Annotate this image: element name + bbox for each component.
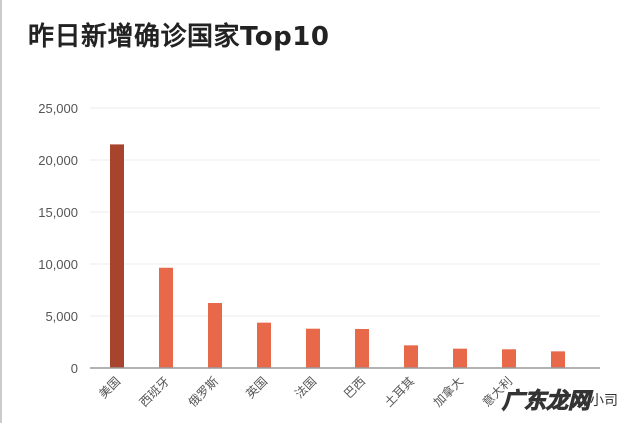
bar-3	[257, 322, 271, 368]
left-edge	[0, 0, 2, 423]
bar-5	[355, 329, 369, 368]
x-tick-label: 法国	[292, 374, 319, 401]
x-tick-label: 西班牙	[137, 374, 172, 409]
y-tick-label: 10,000	[38, 257, 78, 272]
y-tick-label: 25,000	[38, 101, 78, 116]
x-tick-label: 加拿大	[430, 374, 466, 410]
watermark-sub: 小司	[590, 393, 618, 409]
watermark-logo: 广东龙网	[501, 389, 591, 415]
y-tick-label: 5,000	[45, 309, 78, 324]
bar-6	[404, 345, 418, 368]
x-tick-label: 英国	[243, 374, 270, 401]
bar-4	[306, 328, 320, 368]
bar-9	[551, 351, 565, 368]
bar-2	[208, 303, 222, 368]
bar-8	[502, 349, 516, 368]
x-tick-label: 美国	[96, 374, 123, 401]
x-tick-label: 土耳其	[382, 374, 417, 409]
x-tick-label: 俄罗斯	[186, 374, 221, 409]
y-tick-label: 15,000	[38, 205, 78, 220]
bar-1	[159, 267, 173, 368]
bar-0	[110, 144, 124, 368]
y-tick-label: 0	[71, 361, 78, 376]
x-tick-label: 巴西	[341, 374, 368, 401]
chart-title: 昨日新增确诊国家Top10	[28, 22, 330, 52]
bar-7	[453, 348, 467, 368]
y-tick-label: 20,000	[38, 153, 78, 168]
